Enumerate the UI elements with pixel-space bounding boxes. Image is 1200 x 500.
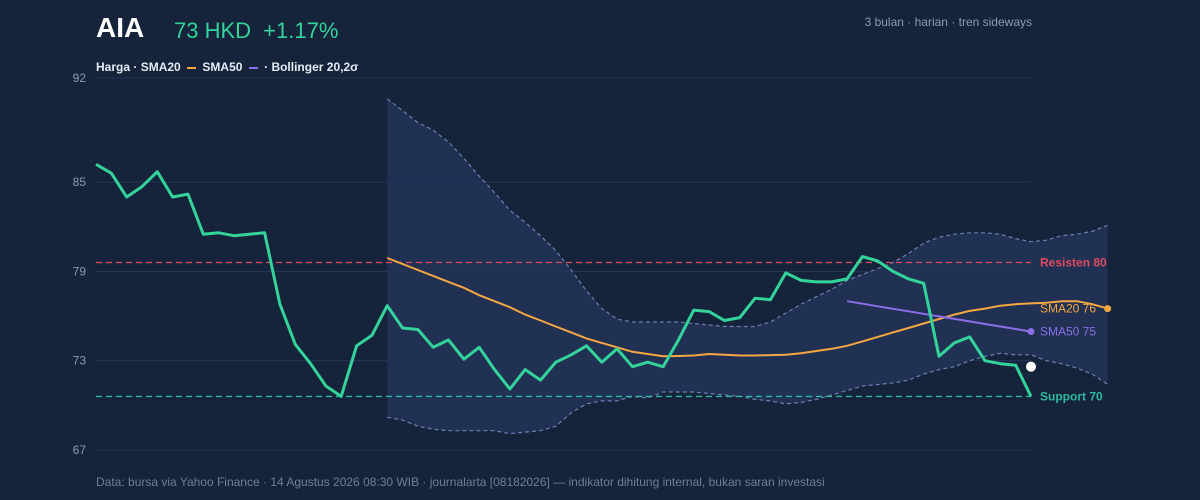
y-tick-label: 79 <box>73 264 87 278</box>
price-change: +1.17% <box>263 18 339 43</box>
bollinger-lower-line <box>387 352 1108 435</box>
resistance-label: Resisten 80 <box>1040 256 1107 270</box>
legend-sma50: SMA50 <box>202 60 243 74</box>
price-quote: 73 HKD +1.17% <box>174 18 344 44</box>
price-line <box>95 163 1033 398</box>
y-tick-label: 92 <box>73 71 87 85</box>
ticker-symbol: AIA <box>96 12 145 43</box>
legend-sma20-swatch <box>187 66 197 69</box>
y-tick-label: 85 <box>73 175 87 189</box>
sma50-line <box>846 300 1032 333</box>
bollinger-band-fill <box>387 98 1108 434</box>
support-label: Support 70 <box>1040 389 1103 403</box>
price-value: 73 HKD <box>174 18 252 43</box>
sma20-end-dot <box>1104 305 1112 313</box>
chart-footer: Data: bursa via Yahoo Finance · 14 Agust… <box>96 475 825 489</box>
sma20-line <box>386 257 1108 358</box>
chart-legend: Harga · SMA20 SMA50 · Bollinger 20,2σ <box>96 60 359 74</box>
sma50-end-label: SMA50 75 <box>1040 325 1096 339</box>
legend-price: Harga <box>96 60 131 74</box>
chart-meta: 3 bulan · harian · tren sideways <box>864 15 1032 29</box>
legend-sma20: SMA20 <box>140 60 181 74</box>
y-tick-label: 73 <box>73 354 87 368</box>
sma20-end-label: SMA20 76 <box>1040 302 1096 316</box>
current-price-marker <box>1026 361 1036 372</box>
bollinger-upper-line <box>386 98 1108 328</box>
sma50-end-dot <box>1027 328 1035 336</box>
y-tick-label: 67 <box>73 443 87 457</box>
legend-sma50-swatch <box>248 66 258 69</box>
legend-bollinger: Bollinger 20,2σ <box>271 60 359 74</box>
